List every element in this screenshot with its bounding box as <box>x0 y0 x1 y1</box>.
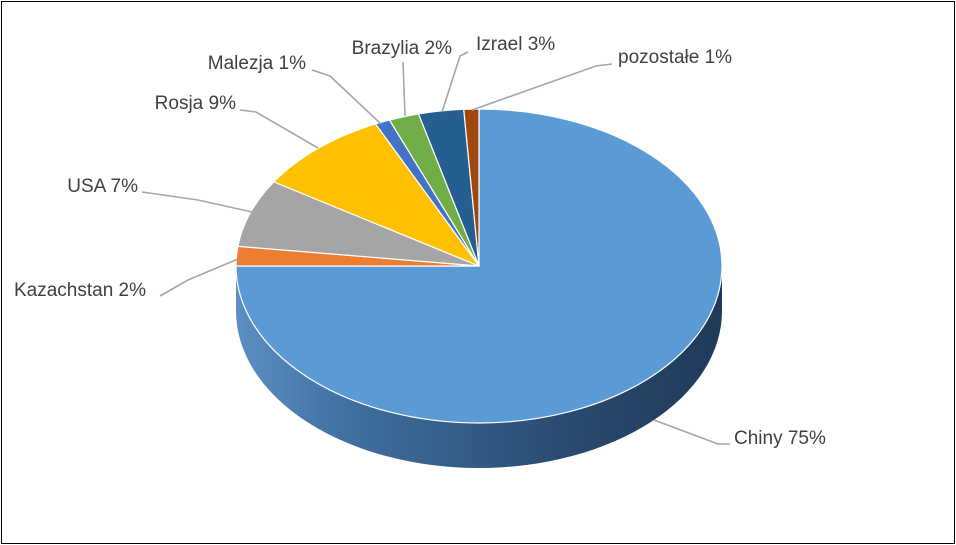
data-label-malezja: Malezja 1% <box>208 53 306 74</box>
leader-line-kazachstan <box>159 258 239 297</box>
pie-sides <box>236 266 722 468</box>
data-label-brazylia: Brazylia 2% <box>352 38 452 59</box>
leader-line-chiny <box>653 419 730 445</box>
leader-line-malezja <box>311 69 382 125</box>
leader-line-brazylia <box>402 61 406 117</box>
leader-line-rosja <box>239 109 319 149</box>
data-label-kazachstan: Kazachstan 2% <box>14 280 146 301</box>
leader-line-usa <box>141 191 253 213</box>
data-label-usa: USA 7% <box>67 176 138 197</box>
leader-line-pozostałe <box>471 63 613 111</box>
data-label-izrael: Izrael 3% <box>476 34 555 55</box>
data-label-rosja: Rosja 9% <box>155 93 236 114</box>
pie-top <box>235 108 723 424</box>
slice-side-chiny <box>236 266 722 468</box>
data-labels: Chiny 75% Kazachstan 2% USA 7% Rosja 9% Male… <box>14 34 826 449</box>
slice-chiny <box>235 108 723 424</box>
leader-lines <box>141 51 730 445</box>
leader-line-izrael <box>441 51 469 113</box>
slice-pozostałe <box>463 108 480 267</box>
slice-usa <box>237 181 480 267</box>
slice-rosja <box>273 123 480 267</box>
data-label-chiny: Chiny 75% <box>734 428 826 449</box>
data-label-pozostałe: pozostałe 1% <box>618 47 732 68</box>
